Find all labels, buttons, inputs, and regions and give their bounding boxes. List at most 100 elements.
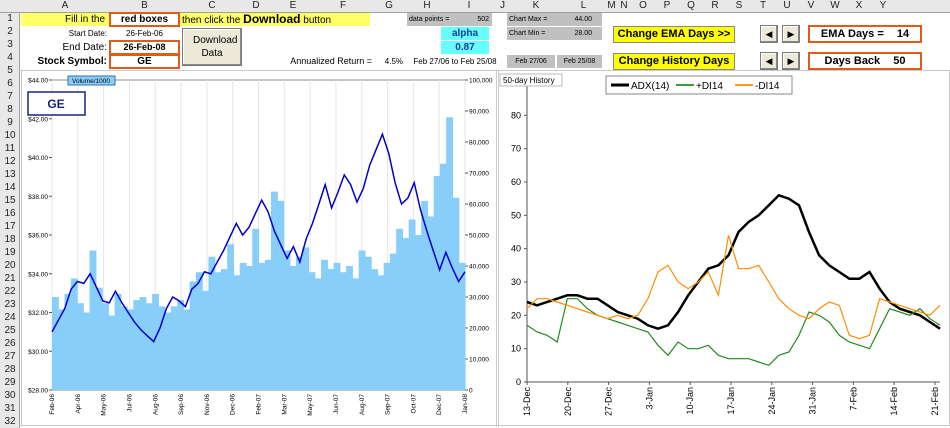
volume-bar xyxy=(64,293,72,390)
column-header-Y[interactable]: Y xyxy=(879,0,887,11)
price-volume-chart[interactable]: $44.00 $42.00 $40.00 $38.00 $36.00 $34.00 $32.… xyxy=(21,70,497,426)
row-header-29[interactable]: 29 xyxy=(4,377,16,388)
row-header-27[interactable]: 27 xyxy=(4,351,16,362)
row-header-8[interactable]: 8 xyxy=(7,104,13,115)
change-ema-days-button[interactable]: Change EMA Days >> xyxy=(613,26,735,43)
row-header-26[interactable]: 26 xyxy=(4,338,16,349)
chart1-x-tick-label: Feb-06 xyxy=(49,394,56,415)
volume-bar xyxy=(239,262,247,390)
row-header-18[interactable]: 18 xyxy=(4,234,16,245)
row-header-6[interactable]: 6 xyxy=(7,78,13,89)
column-header-N[interactable]: N xyxy=(620,0,628,11)
row-header-9[interactable]: 9 xyxy=(7,117,13,128)
column-header-D[interactable]: D xyxy=(252,0,260,11)
column-header-S[interactable]: S xyxy=(735,0,743,11)
chart1-x-tick-label: Mar-07 xyxy=(281,394,288,415)
chart1-x-tick-label: May-06 xyxy=(101,394,108,416)
column-header-O[interactable]: O xyxy=(639,0,647,11)
chart1-left-tick-label: $28.00 xyxy=(28,388,48,395)
ema-spin-right-button[interactable]: ▶ xyxy=(782,25,800,43)
stock-symbol-input[interactable]: GE xyxy=(109,54,180,69)
annualized-return-label: Annualized Return = xyxy=(290,56,372,66)
volume-bar xyxy=(164,312,172,390)
row-header-32[interactable]: 32 xyxy=(4,416,16,427)
chart1-right-tick-label: 10,000 xyxy=(469,357,489,364)
column-header-G[interactable]: G xyxy=(385,0,393,11)
annualized-return-value: 4.5% xyxy=(384,57,403,66)
chart1-left-tick-label: $40.00 xyxy=(28,155,48,162)
row-header-30[interactable]: 30 xyxy=(4,390,16,401)
ema-spin-left-button[interactable]: ◀ xyxy=(760,25,778,43)
column-header-U[interactable]: U xyxy=(783,0,791,11)
column-header-H[interactable]: H xyxy=(423,0,431,11)
column-header-B[interactable]: B xyxy=(141,0,148,11)
chart1-x-tick-label: Feb-07 xyxy=(256,394,263,415)
row-header-4[interactable]: 4 xyxy=(7,52,13,63)
column-header-F[interactable]: F xyxy=(339,0,347,11)
column-header-W[interactable]: W xyxy=(830,0,840,11)
row-header-25[interactable]: 25 xyxy=(4,325,16,336)
legend-label-adx-line: ADX(14) xyxy=(631,81,669,92)
column-header-V[interactable]: V xyxy=(807,0,815,11)
row-header-10[interactable]: 10 xyxy=(4,130,16,141)
column-header-A[interactable]: A xyxy=(61,0,69,11)
row-header-16[interactable]: 16 xyxy=(4,208,16,219)
row-header-28[interactable]: 28 xyxy=(4,364,16,375)
column-header-I[interactable]: I xyxy=(467,0,471,11)
row-header-21[interactable]: 21 xyxy=(4,273,16,284)
row-header-7[interactable]: 7 xyxy=(7,91,13,102)
column-header-T[interactable]: T xyxy=(759,0,767,11)
row-header-2[interactable]: 2 xyxy=(7,26,13,37)
history-spin-right-button[interactable]: ▶ xyxy=(782,52,800,70)
column-header-L[interactable]: L xyxy=(580,0,587,11)
row-header-19[interactable]: 19 xyxy=(4,247,16,258)
ema-days-box[interactable]: EMA Days = 14 xyxy=(808,25,922,43)
row-header-17[interactable]: 17 xyxy=(4,221,16,232)
volume-bar xyxy=(327,269,335,390)
row-header-11[interactable]: 11 xyxy=(4,143,16,154)
volume-bar xyxy=(202,290,210,390)
volume-bar xyxy=(89,250,97,390)
column-header-K[interactable]: K xyxy=(532,0,540,11)
column-header-C[interactable]: C xyxy=(208,0,216,11)
chart1-right-tick-label: 30,000 xyxy=(469,295,489,302)
column-header-Q[interactable]: Q xyxy=(687,0,695,11)
start-date-value[interactable]: 26-Feb-06 xyxy=(126,29,163,38)
chart2-y-tick-label: 30 xyxy=(511,277,521,287)
row-header-24[interactable]: 24 xyxy=(4,312,16,323)
row-header-12[interactable]: 12 xyxy=(4,156,16,167)
column-header-P[interactable]: P xyxy=(663,0,671,11)
instruction-then-click: then click the Download button xyxy=(180,13,370,26)
row-header-20[interactable]: 20 xyxy=(4,260,16,271)
history-spin-left-button[interactable]: ◀ xyxy=(760,52,778,70)
row-header-23[interactable]: 23 xyxy=(4,299,16,310)
column-header-X[interactable]: X xyxy=(855,0,863,11)
row-header-1[interactable]: 1 xyxy=(7,13,13,24)
adx-di-chart[interactable]: 010203040506070809013-Dec20-Dec27-Dec3-J… xyxy=(498,70,950,426)
chart1-right-tick-label: 0 xyxy=(469,388,473,395)
volume-bar xyxy=(333,262,341,390)
row-header-15[interactable]: 15 xyxy=(4,195,16,206)
column-header-R[interactable]: R xyxy=(711,0,719,11)
row-header-5[interactable]: 5 xyxy=(7,65,13,76)
row-header-22[interactable]: 22 xyxy=(4,286,16,297)
volume-bar xyxy=(214,272,222,390)
row-header-13[interactable]: 13 xyxy=(4,169,16,180)
chart1-left-tick-label: $34.00 xyxy=(28,271,48,278)
row-header-3[interactable]: 3 xyxy=(7,39,13,50)
days-back-box[interactable]: Days Back 50 xyxy=(808,52,922,70)
chart-max-label: Chart Max = xyxy=(507,13,557,26)
ticker-label: GE xyxy=(47,97,64,111)
column-header-M[interactable]: M xyxy=(607,0,616,11)
row-header-31[interactable]: 31 xyxy=(4,403,16,414)
end-date-input[interactable]: 26-Feb-08 xyxy=(109,40,180,55)
row-header-14[interactable]: 14 xyxy=(4,182,16,193)
chart2-y-tick-label: 20 xyxy=(511,310,521,320)
column-header-E[interactable]: E xyxy=(289,0,297,11)
download-data-button[interactable]: Download Data xyxy=(182,28,242,66)
column-header-J[interactable]: J xyxy=(500,0,505,11)
chart1-left-tick-label: $42.00 xyxy=(28,116,48,123)
volume-bar xyxy=(458,262,466,390)
volume-bar xyxy=(446,117,454,390)
change-history-days-button[interactable]: Change History Days >> xyxy=(613,53,735,82)
